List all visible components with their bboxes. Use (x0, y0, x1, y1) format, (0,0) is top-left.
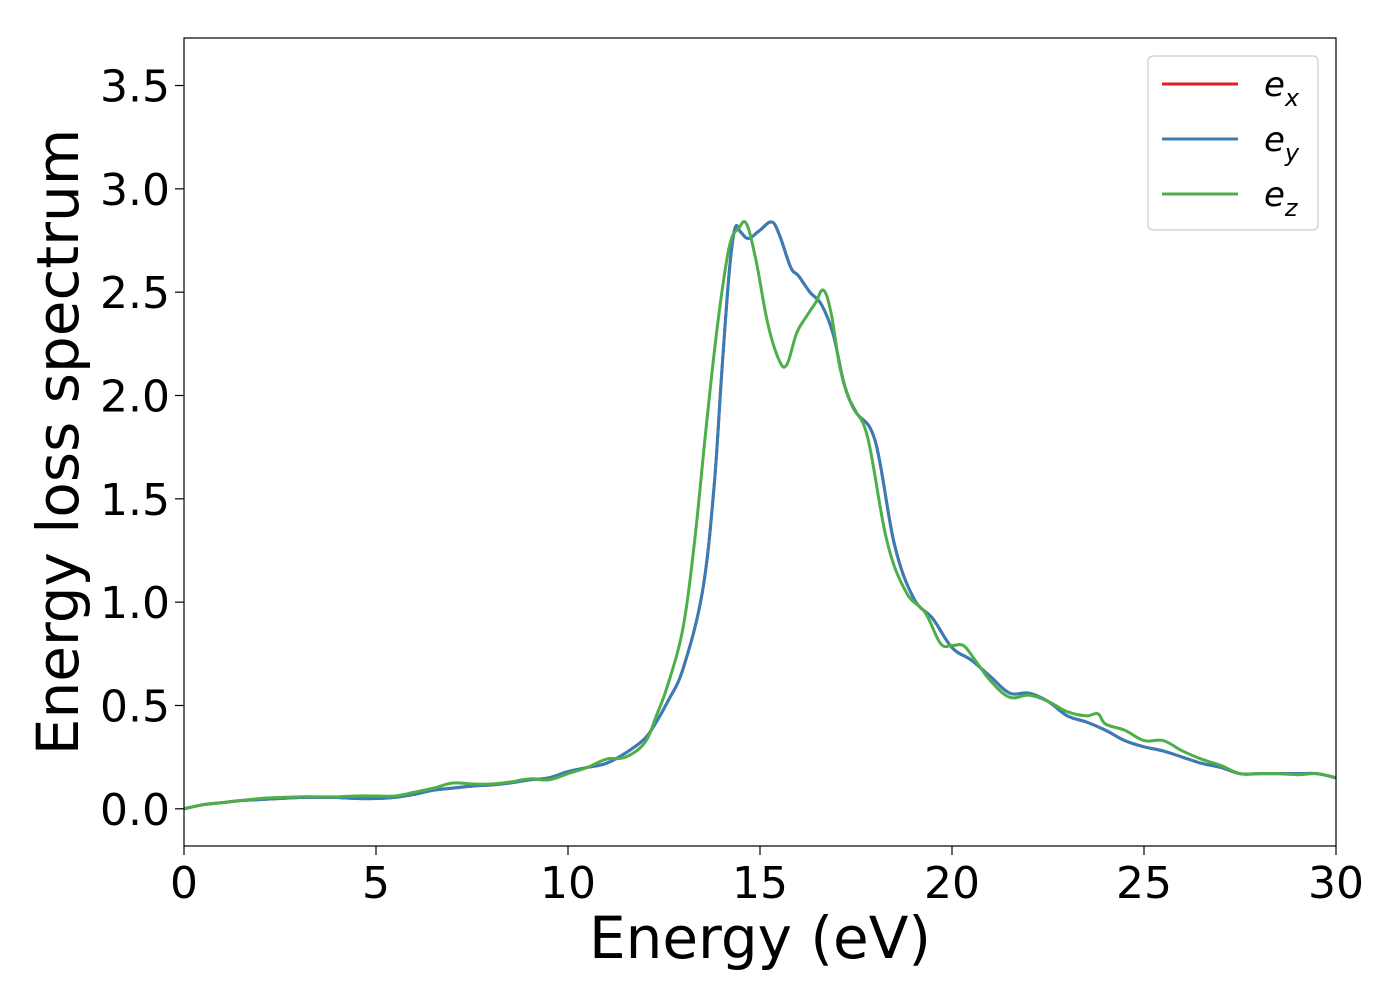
legend-entry-e-x: ex (1162, 65, 1300, 112)
y-tick-label: 1.5 (100, 475, 170, 526)
y-tick-label: 3.5 (100, 62, 170, 113)
y-tick-label: 0.5 (100, 681, 170, 732)
legend-label: ey (1264, 120, 1300, 167)
legend-entry-e-z: ez (1162, 175, 1299, 222)
legend: ex ey ez (1147, 55, 1319, 231)
x-axis-ticks: 0 5 10 15 20 25 30 (170, 846, 1364, 909)
legend-label: ez (1264, 175, 1299, 222)
y-tick-label: 2.0 (100, 372, 170, 423)
legend-label: ex (1264, 65, 1300, 112)
y-axis-ticks: 0.0 0.5 1.0 1.5 2.0 2.5 3.0 3.5 (100, 62, 184, 836)
series-line-e-z (184, 220, 1336, 811)
series-line-e-y (184, 220, 1336, 811)
x-tick-label: 15 (732, 858, 788, 909)
y-tick-label: 2.5 (100, 268, 170, 319)
x-tick-label: 5 (362, 858, 390, 909)
y-tick-label: 1.0 (100, 578, 170, 629)
x-tick-label: 20 (924, 858, 980, 909)
x-tick-label: 25 (1116, 858, 1172, 909)
x-axis-label: Energy (eV) (589, 904, 931, 972)
x-tick-label: 10 (540, 858, 596, 909)
plot-area (184, 38, 1336, 846)
series-layer (184, 220, 1336, 811)
x-tick-label: 30 (1308, 858, 1364, 909)
y-axis-label: Energy loss spectrum (24, 129, 92, 755)
x-tick-label: 0 (170, 858, 198, 909)
y-tick-label: 0.0 (100, 785, 170, 836)
legend-entry-e-y: ey (1162, 120, 1300, 167)
y-tick-label: 3.0 (100, 165, 170, 216)
legend-box (1147, 55, 1319, 231)
